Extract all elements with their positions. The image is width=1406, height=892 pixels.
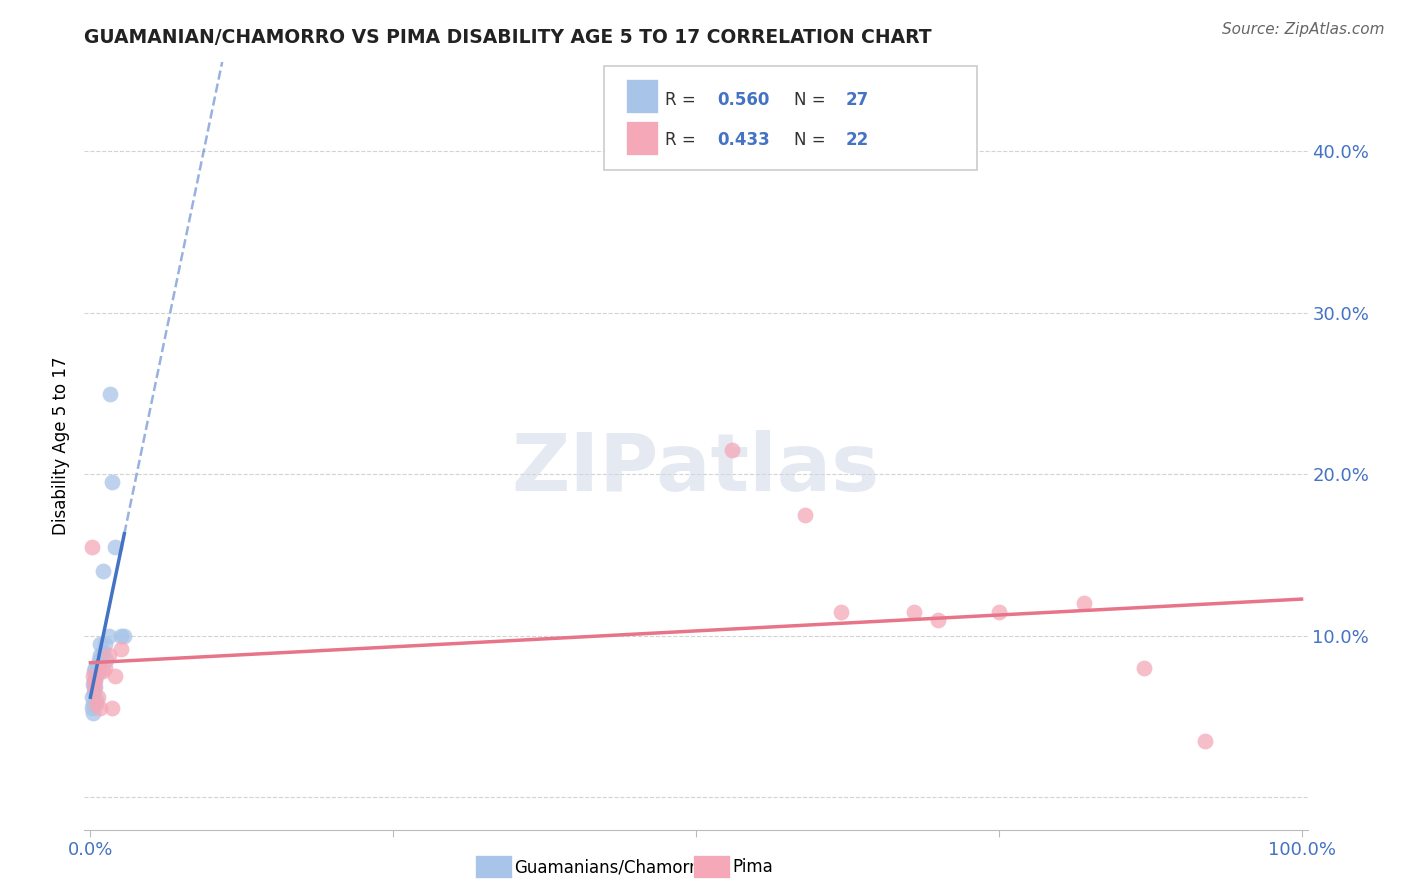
Point [721, 443, 744, 458]
Point [86, 693, 108, 707]
Point [80, 690, 103, 705]
Point [96, 653, 118, 667]
Point [104, 669, 127, 683]
Text: Source: ZipAtlas.com: Source: ZipAtlas.com [1222, 22, 1385, 37]
Point [927, 613, 949, 627]
Point [1073, 597, 1095, 611]
Text: R =: R = [665, 131, 702, 149]
Point [89, 648, 111, 662]
Point [104, 540, 127, 554]
Point [94, 661, 117, 675]
Text: R =: R = [665, 91, 702, 110]
FancyBboxPatch shape [605, 66, 977, 169]
Text: Guamanians/Chamorros: Guamanians/Chamorros [515, 858, 716, 876]
Text: 0.433: 0.433 [717, 131, 769, 149]
Text: N =: N = [794, 91, 831, 110]
Point [86, 690, 108, 705]
Point [94, 637, 117, 651]
Text: 0.560: 0.560 [717, 91, 769, 110]
Point [80, 540, 103, 554]
Text: GUAMANIAN/CHAMORRO VS PIMA DISABILITY AGE 5 TO 17 CORRELATION CHART: GUAMANIAN/CHAMORRO VS PIMA DISABILITY AG… [84, 28, 932, 47]
Point [83, 665, 105, 679]
Point [98, 386, 121, 401]
Point [86, 697, 108, 711]
Point [84, 661, 107, 675]
Point [80, 701, 103, 715]
Point [1133, 661, 1156, 675]
Text: 27: 27 [845, 91, 869, 110]
Text: 22: 22 [845, 131, 869, 149]
Point [83, 685, 105, 699]
Point [903, 605, 925, 619]
Point [91, 665, 114, 679]
Point [84, 673, 107, 688]
FancyBboxPatch shape [626, 121, 658, 155]
Point [101, 701, 124, 715]
Point [89, 637, 111, 651]
Point [830, 605, 852, 619]
Point [987, 605, 1010, 619]
Point [97, 648, 120, 662]
Point [83, 673, 105, 688]
Point [91, 645, 114, 659]
Point [1194, 733, 1216, 747]
Text: N =: N = [794, 131, 831, 149]
Point [794, 508, 817, 522]
Point [86, 657, 108, 672]
Point [87, 665, 110, 679]
Point [110, 629, 132, 643]
Point [82, 669, 104, 683]
Point [97, 629, 120, 643]
Point [112, 629, 135, 643]
Point [101, 475, 124, 490]
Point [84, 681, 107, 695]
Point [87, 653, 110, 667]
Point [86, 669, 108, 683]
Point [82, 697, 104, 711]
Point [91, 564, 114, 578]
Point [83, 681, 105, 695]
Point [110, 641, 132, 656]
Point [82, 706, 104, 721]
FancyBboxPatch shape [626, 79, 658, 113]
Y-axis label: Disability Age 5 to 17: Disability Age 5 to 17 [52, 357, 70, 535]
Point [82, 677, 104, 691]
Text: ZIPatlas: ZIPatlas [512, 430, 880, 508]
Point [89, 701, 111, 715]
Text: Pima: Pima [733, 858, 773, 876]
